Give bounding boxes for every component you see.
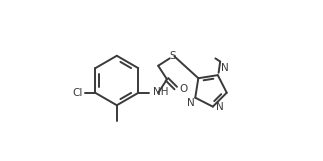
Text: NH: NH (152, 87, 168, 97)
Text: S: S (169, 52, 176, 62)
Text: Cl: Cl (72, 88, 82, 98)
Text: N: N (221, 63, 228, 73)
Text: N: N (216, 102, 224, 112)
Text: N: N (187, 99, 194, 109)
Text: O: O (179, 84, 188, 94)
